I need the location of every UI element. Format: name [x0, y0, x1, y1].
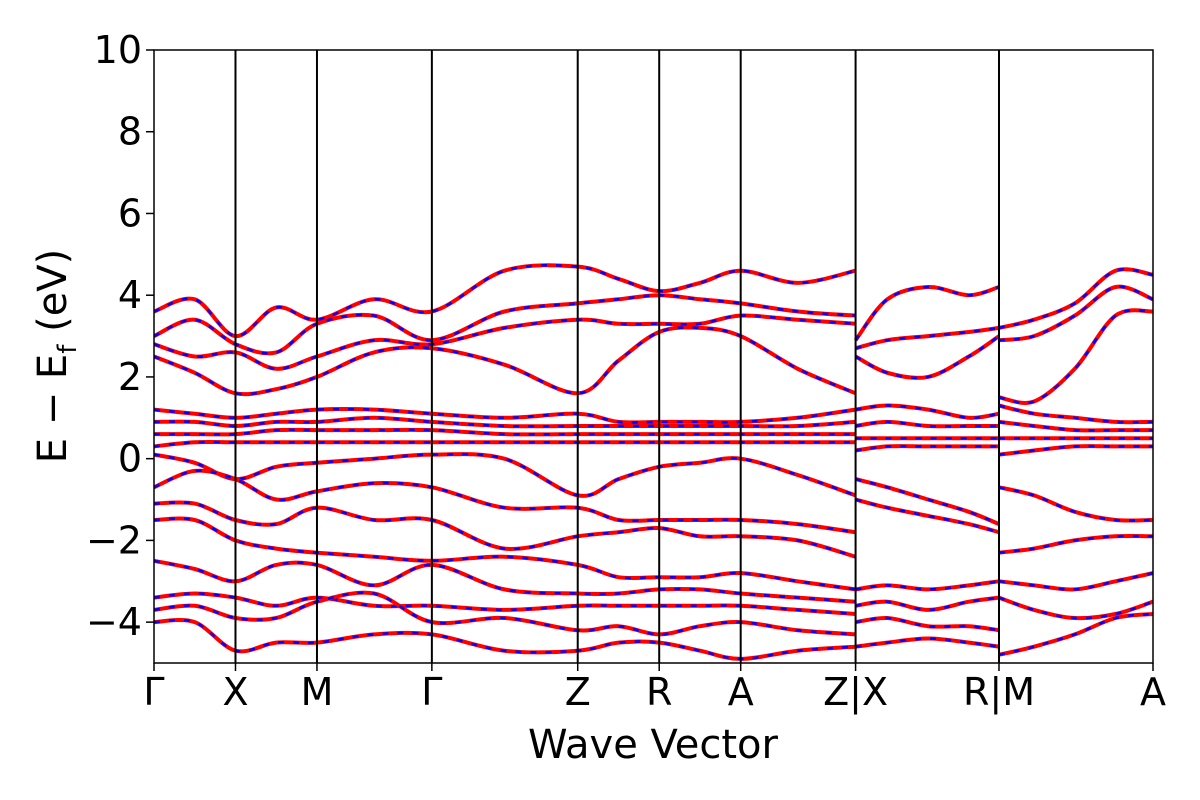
band-line-spin-down [855, 335, 1000, 380]
x-tick-label: Z|X [823, 670, 888, 715]
band-line-spin-down [998, 534, 1153, 554]
band-line-spin-down [855, 580, 1000, 591]
x-tick-label: R|M [963, 670, 1035, 715]
y-tick-label: −4 [86, 600, 142, 644]
plot-frame [153, 49, 1154, 664]
band-line-spin-down [855, 596, 1000, 612]
x-tick-label: A [1140, 670, 1166, 714]
kpoint-separators [234, 50, 1000, 663]
band-line-spin-down [154, 314, 856, 371]
band-line-spin-down [154, 517, 856, 591]
band-line-spin-down [154, 618, 856, 661]
y-tick-label: 6 [118, 191, 142, 235]
band-line-spin-down [998, 596, 1153, 620]
band-line-spin-down [154, 264, 856, 338]
y-tick-label: 0 [118, 437, 142, 481]
x-tick-label: M [301, 670, 334, 714]
band-line-spin-up [154, 452, 857, 498]
y-axis: −4 −2 0 2 4 6 8 10 [86, 28, 154, 644]
x-tick-label: Γ [143, 670, 164, 714]
band-line-spin-down [154, 407, 856, 424]
band-line-spin-down [154, 440, 856, 448]
x-tick-label: A [728, 670, 754, 714]
x-tick-label: X [222, 670, 248, 714]
band-line-spin-up [998, 485, 1153, 523]
band-line-spin-down [854, 285, 1000, 341]
x-axis-label: Wave Vector [528, 722, 779, 768]
band-line-spin-down [998, 267, 1153, 330]
band-line-spin-down [998, 486, 1153, 522]
band-line-spin-down [855, 477, 1000, 526]
band-line-spin-up [154, 263, 857, 339]
band-lines [154, 263, 1153, 661]
y-tick-label: −2 [86, 518, 142, 562]
band-line-spin-down [998, 309, 1153, 405]
y-axis-label: E − Ef (eV) [30, 249, 83, 464]
band-line-spin-up [855, 615, 1000, 633]
band-line-spin-down [855, 444, 999, 452]
band-line-spin-down [998, 612, 1153, 657]
band-line-spin-down [855, 404, 1000, 420]
band-line-spin-down [154, 469, 856, 534]
band-line-spin-up [998, 403, 1153, 425]
x-tick-label: Γ [421, 670, 442, 714]
y-axis-label-unit: (eV) [30, 249, 76, 345]
x-tick-label: R [646, 670, 672, 714]
y-axis-label-main: E − E [30, 354, 76, 464]
band-line-spin-down [154, 293, 856, 355]
y-tick-label: 10 [94, 28, 142, 72]
y-tick-label: 4 [118, 273, 142, 317]
band-line-spin-down [154, 416, 856, 428]
band-line-spin-up [154, 325, 857, 397]
band-line-spin-up [998, 571, 1153, 592]
band-line-spin-up [998, 284, 1153, 343]
band-line-spin-down [154, 592, 856, 616]
band-line-spin-down [855, 616, 1000, 632]
band-line-spin-down [855, 420, 999, 428]
band-line-spin-down [154, 501, 856, 558]
band-line-spin-up [855, 497, 1000, 535]
band-line-spin-up [154, 618, 856, 661]
band-line-spin-up [154, 516, 856, 592]
y-tick-label: 8 [118, 110, 142, 154]
y-tick-label: 2 [118, 355, 142, 399]
x-axis: Γ X M Γ Z R A Z|X R|M A [143, 663, 1166, 715]
band-line-spin-up [154, 590, 856, 637]
band-line-spin-up [998, 533, 1153, 555]
band-line-spin-down [855, 326, 1000, 350]
band-line-spin-down [998, 444, 1153, 456]
y-axis-label-sub: f [53, 344, 83, 354]
band-line-spin-up [154, 558, 856, 604]
band-line-spin-down [855, 637, 1000, 648]
band-line-spin-down [998, 404, 1153, 424]
band-line-spin-down [998, 571, 1153, 591]
band-line-spin-down [154, 428, 856, 436]
band-line-spin-down [154, 591, 856, 636]
band-line-spin-up [855, 403, 1000, 420]
band-line-spin-down [154, 559, 856, 603]
x-tick-label: Z [565, 670, 591, 714]
band-line-spin-up [998, 267, 1153, 330]
band-line-spin-down [998, 420, 1153, 432]
